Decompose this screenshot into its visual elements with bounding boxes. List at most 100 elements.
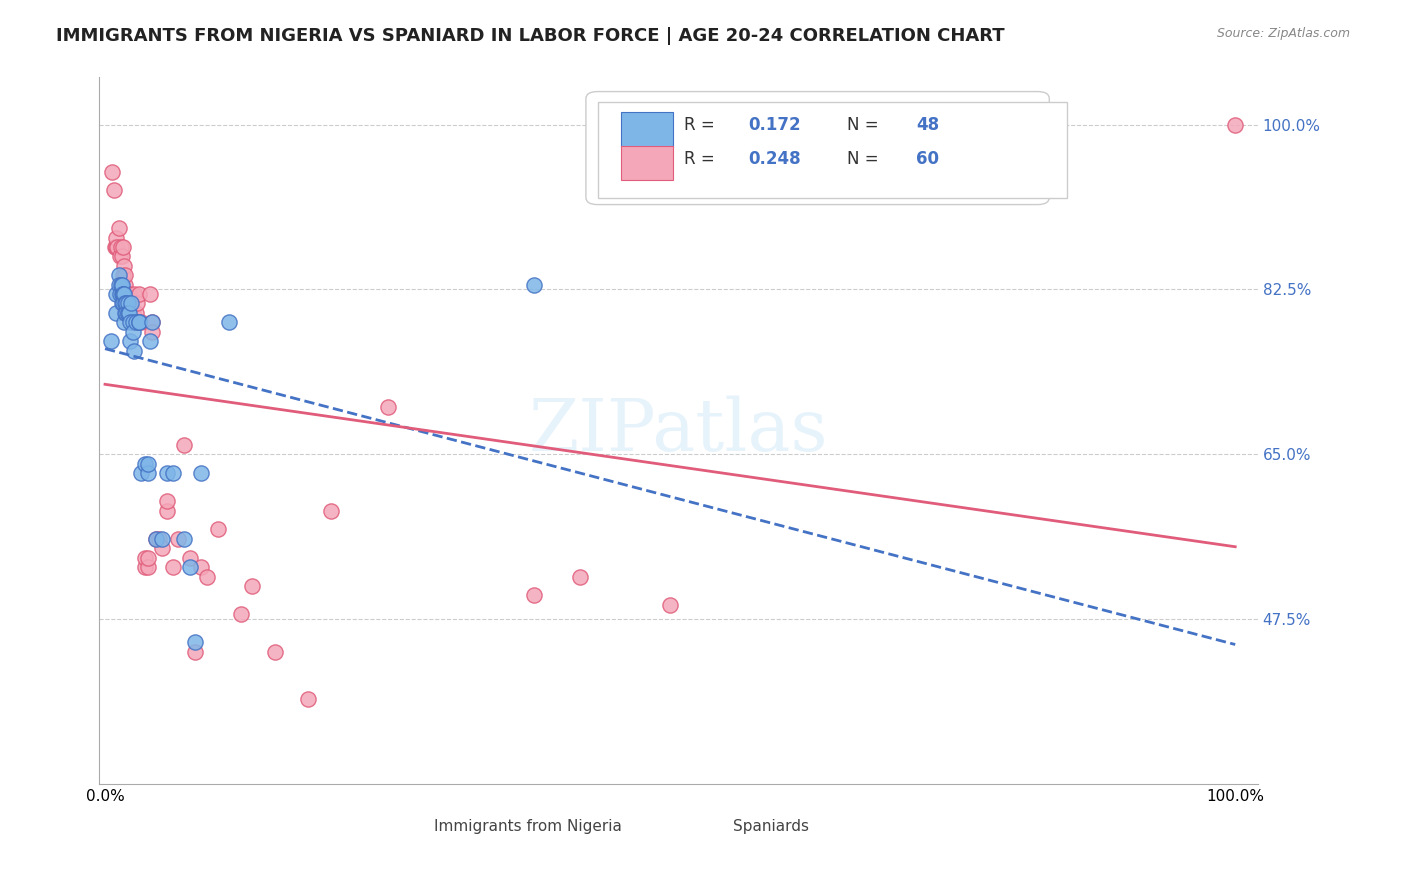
- Point: [128, 287, 150, 301]
- Point: [134, 457, 156, 471]
- FancyBboxPatch shape: [586, 92, 1049, 204]
- Point: [112, 296, 135, 310]
- Point: [110, 240, 132, 254]
- Point: [139, 334, 162, 348]
- Point: [139, 287, 162, 301]
- Point: [145, 532, 167, 546]
- Point: [173, 532, 195, 546]
- Point: [107, 268, 129, 283]
- Point: [523, 588, 546, 602]
- Text: Source: ZipAtlas.com: Source: ZipAtlas.com: [1216, 27, 1350, 40]
- Point: [190, 466, 212, 480]
- Point: [111, 287, 134, 301]
- Point: [568, 569, 591, 583]
- Text: 48: 48: [917, 116, 939, 134]
- Point: [108, 249, 131, 263]
- Point: [114, 306, 136, 320]
- Point: [104, 240, 127, 254]
- Point: [118, 287, 141, 301]
- Point: [124, 343, 146, 358]
- Point: [112, 287, 135, 301]
- Text: IMMIGRANTS FROM NIGERIA VS SPANIARD IN LABOR FORCE | AGE 20-24 CORRELATION CHART: IMMIGRANTS FROM NIGERIA VS SPANIARD IN L…: [56, 27, 1005, 45]
- Point: [105, 287, 128, 301]
- Point: [173, 438, 195, 452]
- Point: [115, 287, 138, 301]
- Point: [136, 466, 159, 480]
- Point: [115, 296, 138, 310]
- Point: [117, 306, 139, 320]
- Point: [129, 315, 152, 329]
- Point: [115, 296, 138, 310]
- Point: [114, 296, 136, 310]
- Point: [117, 306, 139, 320]
- Point: [100, 334, 122, 348]
- Point: [120, 296, 142, 310]
- Text: Spaniards: Spaniards: [734, 819, 810, 833]
- Point: [118, 306, 141, 320]
- Point: [141, 315, 163, 329]
- Point: [112, 287, 135, 301]
- Point: [162, 560, 184, 574]
- Point: [141, 325, 163, 339]
- Point: [179, 550, 201, 565]
- Point: [118, 306, 141, 320]
- Point: [145, 532, 167, 546]
- Text: R =: R =: [685, 150, 720, 168]
- Point: [122, 315, 145, 329]
- Point: [122, 306, 145, 320]
- Point: [167, 532, 190, 546]
- Point: [112, 315, 135, 329]
- Point: [128, 315, 150, 329]
- FancyBboxPatch shape: [620, 145, 673, 180]
- Point: [156, 494, 179, 508]
- Point: [111, 249, 134, 263]
- Point: [240, 579, 263, 593]
- Point: [112, 268, 135, 283]
- Point: [1225, 118, 1247, 132]
- Point: [184, 645, 207, 659]
- Point: [112, 240, 135, 254]
- Point: [111, 296, 134, 310]
- Text: Immigrants from Nigeria: Immigrants from Nigeria: [434, 819, 621, 833]
- Point: [103, 183, 125, 197]
- Point: [122, 315, 145, 329]
- Text: ZIPatlas: ZIPatlas: [529, 395, 828, 466]
- Text: N =: N =: [846, 116, 883, 134]
- Point: [117, 296, 139, 310]
- Point: [136, 550, 159, 565]
- Point: [120, 296, 142, 310]
- Text: N =: N =: [846, 150, 883, 168]
- Point: [125, 296, 148, 310]
- Point: [111, 277, 134, 292]
- Point: [129, 466, 152, 480]
- Point: [134, 560, 156, 574]
- Point: [114, 277, 136, 292]
- Point: [195, 569, 218, 583]
- Point: [118, 334, 141, 348]
- Point: [207, 523, 229, 537]
- Point: [107, 240, 129, 254]
- Point: [112, 287, 135, 301]
- Point: [190, 560, 212, 574]
- Point: [229, 607, 252, 622]
- Point: [150, 541, 173, 556]
- Point: [136, 560, 159, 574]
- FancyBboxPatch shape: [620, 112, 673, 146]
- Point: [124, 287, 146, 301]
- Point: [107, 221, 129, 235]
- FancyBboxPatch shape: [655, 805, 713, 840]
- Text: R =: R =: [685, 116, 720, 134]
- Point: [112, 287, 135, 301]
- Point: [134, 550, 156, 565]
- Point: [105, 230, 128, 244]
- Point: [108, 287, 131, 301]
- Point: [124, 306, 146, 320]
- Point: [122, 325, 145, 339]
- Point: [218, 315, 240, 329]
- Point: [156, 466, 179, 480]
- Text: 60: 60: [917, 150, 939, 168]
- Point: [124, 315, 146, 329]
- Point: [114, 268, 136, 283]
- Point: [179, 560, 201, 574]
- Text: 0.172: 0.172: [748, 116, 801, 134]
